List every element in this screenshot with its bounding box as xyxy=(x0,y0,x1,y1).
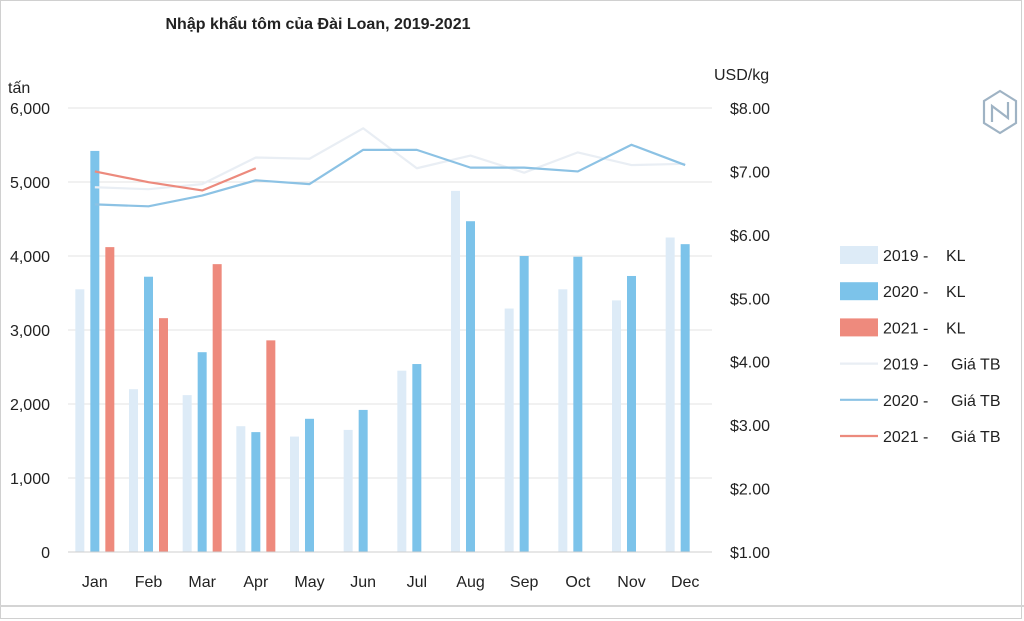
x-tick-label: May xyxy=(294,574,324,591)
x-tick-label: Dec xyxy=(671,574,699,591)
bottom-divider xyxy=(0,605,1024,607)
bars xyxy=(75,150,690,553)
legend-label-year: 2019 - xyxy=(883,248,928,265)
y-axis-left: 0 1,000 2,000 3,000 4,000 5,000 6,000 xyxy=(10,101,50,562)
y-tick-label-right: $7.00 xyxy=(730,164,770,181)
legend-swatch xyxy=(840,246,878,264)
legend-label: Giá TB xyxy=(951,393,1001,410)
bar xyxy=(90,150,100,553)
bar xyxy=(129,389,138,552)
legend-swatch xyxy=(840,282,878,301)
bar xyxy=(75,289,85,552)
x-tick-label: Sep xyxy=(510,574,539,591)
bar xyxy=(665,237,675,552)
bar xyxy=(573,256,583,552)
legend-swatch xyxy=(840,318,878,337)
bar xyxy=(236,426,246,552)
bar xyxy=(466,221,475,552)
y-axis-label-left: tấn xyxy=(8,80,30,97)
bar xyxy=(412,364,422,552)
legend-label: Giá TB xyxy=(951,429,1001,446)
bar xyxy=(358,409,368,552)
x-tick-label: Jan xyxy=(82,574,108,591)
x-tick-label: Mar xyxy=(188,574,216,591)
legend-label-year: 2021 - xyxy=(883,429,928,446)
bar xyxy=(159,318,168,552)
y-tick-label-left: 6,000 xyxy=(10,101,50,118)
legend-label-year: 2021 - xyxy=(883,320,928,337)
y-tick-label-right: $5.00 xyxy=(730,291,770,308)
y-tick-label-right: $2.00 xyxy=(730,482,770,499)
y-tick-label-left: 1,000 xyxy=(10,471,50,488)
y-tick-label-left: 2,000 xyxy=(10,397,50,414)
bar xyxy=(305,418,314,552)
bar xyxy=(105,247,115,552)
x-tick-label: Jun xyxy=(350,574,376,591)
y-tick-label-right: $8.00 xyxy=(730,101,770,118)
bar xyxy=(343,429,353,552)
legend-label-year: 2020 - xyxy=(883,284,928,301)
bar xyxy=(558,289,568,552)
y-tick-label-right: $4.00 xyxy=(730,355,770,372)
bar xyxy=(612,300,621,552)
bar xyxy=(680,244,690,552)
bar xyxy=(519,256,529,552)
y-tick-label-right: $6.00 xyxy=(730,228,770,245)
bar xyxy=(397,370,407,552)
price-lines xyxy=(94,127,686,208)
x-tick-label: Feb xyxy=(135,574,163,591)
y-tick-label-left: 3,000 xyxy=(10,323,50,340)
y-axis-right: $1.00 $2.00 $3.00 $4.00 $5.00 $6.00 $7.00 $8.00 xyxy=(730,101,770,562)
bar xyxy=(212,264,222,552)
bar xyxy=(266,340,276,552)
y-tick-label-right: $3.00 xyxy=(730,418,770,435)
x-tick-label: Oct xyxy=(565,574,590,591)
x-tick-label: Jul xyxy=(407,574,427,591)
bar xyxy=(144,276,153,552)
legend-label-year: 2019 - xyxy=(883,357,928,374)
bar xyxy=(197,352,207,552)
brand-logo-icon xyxy=(982,89,1018,135)
bar xyxy=(182,395,192,552)
bar xyxy=(504,308,514,552)
x-tick-label: Apr xyxy=(243,574,269,591)
bar xyxy=(627,275,636,552)
y-tick-label-left: 4,000 xyxy=(10,249,50,266)
chart-title: Nhập khẩu tôm của Đài Loan, 2019-2021 xyxy=(166,15,471,33)
y-tick-label-left: 0 xyxy=(41,545,50,562)
legend: 2019 - KL 2020 - KL 2021 - KL 2019 - Giá TB 2020… xyxy=(840,246,1001,446)
series-line xyxy=(94,127,686,191)
legend-label-year: 2020 - xyxy=(883,393,928,410)
x-tick-label: Nov xyxy=(617,574,645,591)
y-tick-label-left: 5,000 xyxy=(10,175,50,192)
y-axis-label-right: USD/kg xyxy=(714,67,769,84)
x-axis: Jan Feb Mar Apr May Jun Jul Aug Sep Oct Nov Dec xyxy=(68,551,712,591)
series-line xyxy=(94,143,686,208)
x-tick-label: Aug xyxy=(456,574,484,591)
bar xyxy=(290,436,299,552)
bar xyxy=(451,190,460,552)
y-tick-label-right: $1.00 xyxy=(730,545,770,562)
legend-label: Giá TB xyxy=(951,357,1001,374)
legend-label: KL xyxy=(946,320,966,337)
legend-label: KL xyxy=(946,284,966,301)
legend-label: KL xyxy=(946,248,966,265)
bar xyxy=(251,432,261,552)
series-line xyxy=(94,167,257,192)
